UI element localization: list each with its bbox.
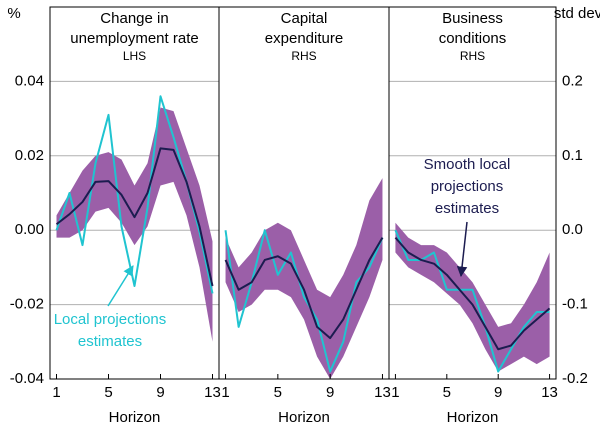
panel-title: conditions bbox=[439, 30, 507, 47]
confidence-band bbox=[225, 178, 383, 379]
confidence-band bbox=[395, 222, 550, 372]
x-axis-label: Horizon bbox=[109, 409, 161, 426]
y-tick-label: 0.00 bbox=[15, 221, 44, 238]
arrow bbox=[107, 265, 134, 307]
smooth-line bbox=[55, 147, 214, 287]
x-tick-label: 13 bbox=[204, 384, 221, 401]
confidence-band bbox=[56, 107, 213, 342]
y-tick-label: 0.0 bbox=[562, 221, 583, 238]
panel-title: Capital bbox=[281, 10, 328, 27]
panel-subtitle: RHS bbox=[460, 49, 485, 63]
annotation: estimates bbox=[78, 333, 142, 350]
x-tick-label: 5 bbox=[274, 384, 282, 401]
annotation: Smooth local bbox=[424, 156, 511, 173]
x-tick-label: 9 bbox=[494, 384, 502, 401]
smooth-line bbox=[224, 237, 384, 340]
y-tick-label: -0.1 bbox=[562, 296, 588, 313]
x-tick-label: 13 bbox=[374, 384, 391, 401]
x-axis-label: Horizon bbox=[447, 409, 499, 426]
x-tick-label: 5 bbox=[104, 384, 112, 401]
y-tick-label: -0.04 bbox=[10, 370, 44, 387]
x-tick-label: 5 bbox=[443, 384, 451, 401]
plot-layer: 0.04 0.02 0.00 -0.02 -0.04% 1 5 9 13 Horizon Chang… bbox=[7, 5, 600, 426]
panel-title: unemployment rate bbox=[70, 30, 198, 47]
x-tick-label: 9 bbox=[326, 384, 334, 401]
y-tick-label: 0.02 bbox=[15, 147, 44, 164]
x-tick-label: 1 bbox=[221, 384, 229, 401]
annotation: Local projections bbox=[54, 311, 167, 328]
x-tick-label: 1 bbox=[391, 384, 399, 401]
panel-subtitle: RHS bbox=[291, 49, 316, 63]
y-tick-label: 0.04 bbox=[15, 72, 44, 89]
y-axis-label: % bbox=[7, 5, 20, 22]
panel-title: Change in bbox=[100, 10, 168, 27]
plot-frame bbox=[49, 6, 557, 380]
y-tick-label: 0.2 bbox=[562, 72, 583, 89]
x-axis-label: Horizon bbox=[278, 409, 330, 426]
panel-title: expenditure bbox=[265, 30, 343, 47]
arrow bbox=[456, 221, 468, 278]
panel-title: Business bbox=[442, 10, 503, 27]
panel-subtitle: LHS bbox=[123, 49, 146, 63]
y-tick-label: 0.1 bbox=[562, 147, 583, 164]
y-tick-label: -0.2 bbox=[562, 370, 588, 387]
y-tick-label: -0.02 bbox=[10, 296, 44, 313]
x-tick-label: 1 bbox=[52, 384, 60, 401]
smooth-line bbox=[394, 236, 551, 351]
y-axis-label: std dev bbox=[554, 5, 600, 22]
x-tick-label: 9 bbox=[156, 384, 164, 401]
annotation: estimates bbox=[435, 200, 499, 217]
x-tick-label: 13 bbox=[541, 384, 558, 401]
annotation: projections bbox=[431, 178, 504, 195]
